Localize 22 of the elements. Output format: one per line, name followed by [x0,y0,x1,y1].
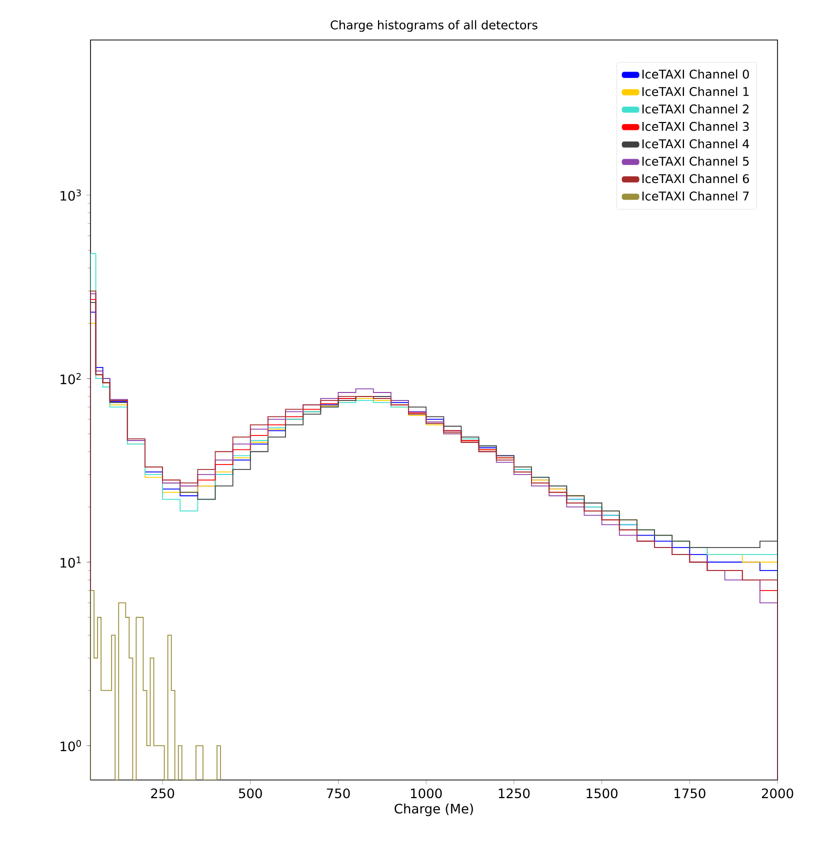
legend-label: IceTAXI Channel 1 [642,86,749,96]
chart-title: Charge histograms of all detectors [330,20,538,32]
legend-label: IceTAXI Channel 0 [642,69,750,79]
y-tick-label: 10$^{1}$ [60,556,81,568]
x-tick-label: 1750 [674,788,706,798]
x-tick-label: 2000 [762,788,794,798]
y-tick-label: 10$^{2}$ [60,372,81,384]
legend-label: IceTAXI Channel 6 [642,174,750,184]
x-tick-label: 1500 [586,788,618,798]
legend-label: IceTAXI Channel 3 [642,122,749,131]
legend-label: IceTAXI Channel 7 [642,191,749,201]
x-tick-label: 1000 [411,788,442,798]
legend-label: IceTAXI Channel 4 [642,139,750,148]
x-tick-label: 250 [151,788,174,798]
legend-label: IceTAXI Channel 2 [642,104,749,114]
x-axis-title: Charge (Me) [394,803,474,816]
legend-label: IceTAXI Channel 5 [642,156,749,166]
y-tick-label: 10$^{3}$ [60,189,82,201]
y-tick-label: 10$^{0}$ [60,740,82,752]
x-tick-label: 750 [327,788,350,798]
x-tick-label: 500 [239,788,262,798]
x-tick-label: 1250 [499,788,530,798]
